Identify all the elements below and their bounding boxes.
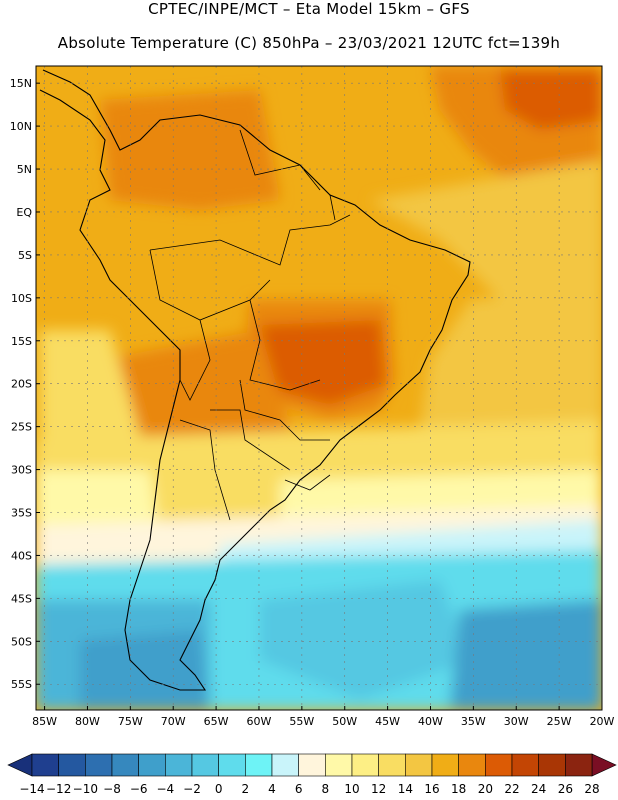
colorbar-under-arrow [7, 753, 33, 777]
colorbar-label: −4 [156, 782, 174, 796]
lon-label: 40W [418, 715, 443, 728]
colorbar-cell [485, 753, 513, 777]
chart-title-line1: CPTEC/INPE/MCT – Eta Model 15km – GFS [148, 0, 470, 18]
colorbar-cell [165, 753, 193, 777]
lat-label: 20S [11, 378, 32, 391]
colorbar-label: 10 [344, 782, 359, 796]
latitude-labels: 15N 10N 5N EQ 5S 10S 15S 20S 25S 30S 35S 40S 45S 50S 5… [10, 77, 40, 691]
lon-label: 60W [247, 715, 272, 728]
colorbar-label: 0 [215, 782, 223, 796]
colorbar-label: 6 [295, 782, 303, 796]
colorbar-cell [325, 753, 353, 777]
colorbar-cell [351, 753, 379, 777]
lat-label: 15S [11, 335, 32, 348]
colorbar-cell [58, 753, 86, 777]
lat-label: 10S [11, 292, 32, 305]
colorbar-label: 8 [322, 782, 330, 796]
lon-label: 65W [204, 715, 229, 728]
lon-label: 85W [32, 715, 57, 728]
colorbar-cell [431, 753, 459, 777]
colorbar-label: −10 [73, 782, 98, 796]
colorbar-label: 28 [584, 782, 599, 796]
colorbar-over-arrow [591, 753, 617, 777]
chart-title-line2: Absolute Temperature (C) 850hPa – 23/03/… [57, 34, 561, 52]
colorbar-cell [298, 753, 326, 777]
colorbar-cell [405, 753, 433, 777]
map-frame [35, 65, 603, 711]
lat-label: EQ [16, 206, 32, 219]
lon-label: 30W [504, 715, 529, 728]
colorbar-cell [245, 753, 273, 777]
colorbar-cell [458, 753, 486, 777]
lon-label: 45W [375, 715, 400, 728]
lat-label: 55S [11, 678, 32, 691]
colorbar-cell [538, 753, 566, 777]
colorbar-cell [565, 753, 593, 777]
colorbar-cell [138, 753, 166, 777]
colorbar-label: −14 [19, 782, 44, 796]
colorbar-label: 20 [478, 782, 493, 796]
lon-label: 25W [547, 715, 572, 728]
colorbar-label: −2 [183, 782, 201, 796]
lat-label: 25S [11, 421, 32, 434]
colorbar-cell [218, 753, 246, 777]
colorbar-label: 22 [504, 782, 519, 796]
colorbar-cell [111, 753, 139, 777]
country-borders [149, 129, 351, 521]
colorbar-label: −6 [130, 782, 148, 796]
longitude-labels: 85W 80W 75W 70W 65W 60W 55W 50W 45W 40W 35W 30W 25W 2… [32, 706, 615, 728]
colorbar-label: 14 [398, 782, 413, 796]
lon-label: 75W [118, 715, 143, 728]
lat-label: 5S [18, 249, 32, 262]
lat-label: 5N [17, 163, 32, 176]
colorbar-cell [511, 753, 539, 777]
colorbar-cell [31, 753, 59, 777]
coastline [39, 69, 471, 691]
lon-label: 50W [332, 715, 357, 728]
colorbar-cell [271, 753, 299, 777]
colorbar-label: 18 [451, 782, 466, 796]
lat-label: 30S [11, 464, 32, 477]
colorbar-label: −12 [46, 782, 71, 796]
colorbar-cell [85, 753, 113, 777]
lon-label: 35W [461, 715, 486, 728]
lat-label: 45S [11, 592, 32, 605]
colorbar-cell [191, 753, 219, 777]
colorbar-cell [378, 753, 406, 777]
colorbar-label: 16 [424, 782, 439, 796]
lon-label: 70W [161, 715, 186, 728]
colorbar-label: 12 [371, 782, 386, 796]
colorbar-label: 26 [558, 782, 573, 796]
lat-label: 35S [11, 507, 32, 520]
lat-lon-grid [36, 66, 602, 710]
lat-label: 40S [11, 549, 32, 562]
lat-label: 50S [11, 635, 32, 648]
lon-label: 20W [590, 715, 615, 728]
lat-label: 10N [10, 120, 32, 133]
colorbar-label: 2 [242, 782, 250, 796]
colorbar-label: 24 [531, 782, 546, 796]
colorbar-label: 4 [268, 782, 276, 796]
colorbar-label: −8 [103, 782, 121, 796]
lat-label: 15N [10, 77, 32, 90]
temperature-field [36, 66, 602, 710]
lon-label: 55W [289, 715, 314, 728]
lon-label: 80W [75, 715, 100, 728]
